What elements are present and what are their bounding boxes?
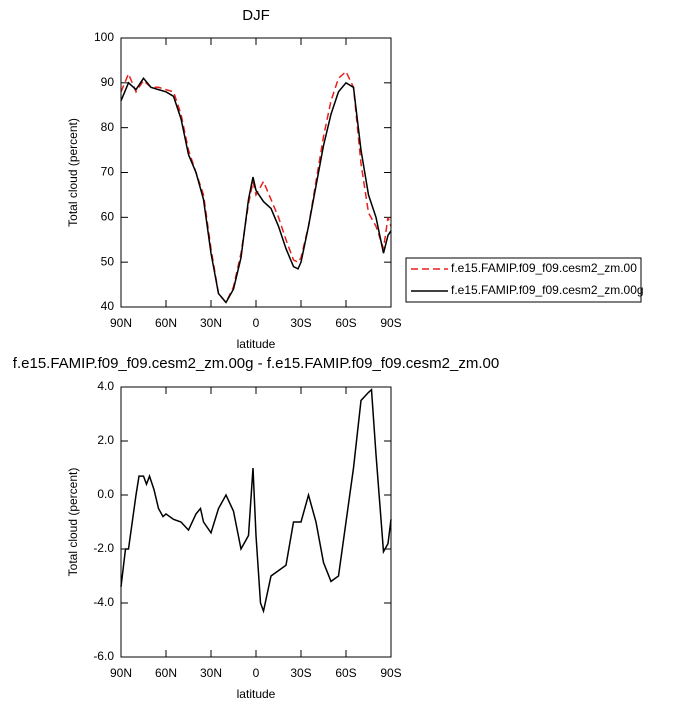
y-tick-label: -4.0 xyxy=(93,595,114,609)
y-tick-label: 0.0 xyxy=(97,487,114,501)
y-tick-label: -2.0 xyxy=(93,541,114,555)
x-tick-label: 90N xyxy=(110,316,132,330)
y-tick-label: 40 xyxy=(101,299,115,313)
legend-label: f.e15.FAMIP.f09_f09.cesm2_zm.00 xyxy=(451,261,637,275)
x-tick-label: 30S xyxy=(290,316,311,330)
y-tick-label: 90 xyxy=(101,75,115,89)
x-tick-label: 60N xyxy=(155,316,177,330)
chart-title: DJF xyxy=(242,7,270,24)
y-tick-label: 4.0 xyxy=(97,379,114,393)
data-line xyxy=(120,77,392,304)
y-tick-label: -6.0 xyxy=(93,649,114,663)
x-tick-label: 0 xyxy=(253,316,260,330)
legend-box xyxy=(405,257,642,303)
x-tick-label: 30S xyxy=(290,666,311,680)
x-tick-label: 60S xyxy=(335,316,356,330)
y-axis-label: Total cloud (percent) xyxy=(66,118,80,227)
x-tick-label: 90N xyxy=(110,666,132,680)
x-tick-label: 0 xyxy=(253,666,260,680)
plot-frame xyxy=(120,37,392,308)
x-tick-label: 90S xyxy=(380,316,401,330)
x-axis-label: latitude xyxy=(237,337,276,351)
x-tick-label: 60S xyxy=(335,666,356,680)
plot-frame xyxy=(120,386,392,658)
y-tick-label: 2.0 xyxy=(97,433,114,447)
chart-title: f.e15.FAMIP.f09_f09.cesm2_zm.00g - f.e15… xyxy=(13,355,499,372)
x-tick-label: 60N xyxy=(155,666,177,680)
x-tick-label: 90S xyxy=(380,666,401,680)
data-line xyxy=(120,70,392,304)
data-line xyxy=(120,388,392,614)
x-axis-label: latitude xyxy=(237,687,276,701)
y-tick-label: 100 xyxy=(94,30,114,44)
y-axis-label: Total cloud (percent) xyxy=(66,468,80,577)
y-tick-label: 50 xyxy=(101,254,115,268)
legend-label: f.e15.FAMIP.f09_f09.cesm2_zm.00g xyxy=(451,283,644,297)
x-tick-label: 30N xyxy=(200,316,222,330)
y-tick-label: 60 xyxy=(101,210,115,224)
y-tick-label: 80 xyxy=(101,120,115,134)
y-tick-label: 70 xyxy=(101,165,115,179)
x-tick-label: 30N xyxy=(200,666,222,680)
